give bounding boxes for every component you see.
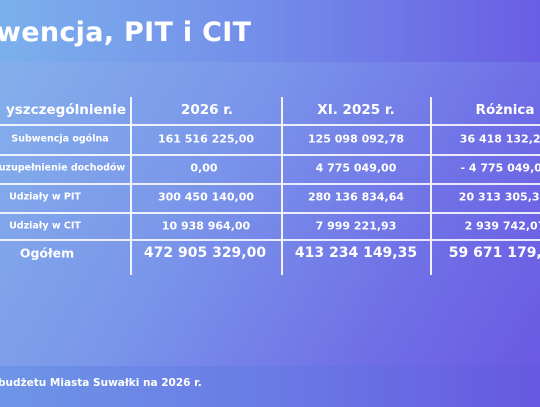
row-divider [0,239,540,241]
total-2026: 472 905 329,00 [143,245,267,261]
cell-2026: 300 450 140,00 [157,190,255,204]
cell-2025: 125 098 092,78 [307,132,405,146]
row-divider [0,124,540,126]
row-divider [0,154,540,156]
header-2025: XI. 2025 r. [317,102,395,118]
row-label: Udziały w CIT [9,220,81,232]
header-2026: 2026 r. [180,102,234,118]
title-band [0,0,540,62]
cell-2026: 10 938 964,00 [161,219,251,233]
total-2025: 413 234 149,35 [294,245,418,261]
cell-difference: 36 418 132,22 [459,132,540,146]
row-label: uzupełnienie dochodów [0,162,126,174]
column-divider [130,97,132,275]
cell-2025: 280 136 834,64 [307,190,405,204]
cell-2026: 161 516 225,00 [157,132,255,146]
total-difference: 59 671 179,65 [448,245,540,261]
total-label: Ogółem [19,245,75,261]
column-divider [281,97,283,275]
cell-difference: 20 313 305,36 [458,190,540,204]
slide-title: wencja, PIT i CIT [0,17,252,48]
cell-2025: 4 775 049,00 [315,161,397,175]
header-description: yszczególnienie [5,102,127,118]
cell-difference: - 4 775 049,00 [460,161,540,175]
footer-band [0,366,540,407]
cell-difference: 2 939 742,07 [464,219,540,233]
cell-2025: 7 999 221,93 [315,219,397,233]
column-divider [430,97,432,275]
cell-2026: 0,00 [190,161,218,175]
row-label: Subwencja ogólna [11,133,109,145]
row-divider [0,183,540,185]
row-label: Udziały w PIT [9,191,81,203]
footer-note: budżetu Miasta Suwałki na 2026 r. [0,377,202,389]
header-difference: Różnica [475,102,535,118]
row-divider [0,212,540,214]
